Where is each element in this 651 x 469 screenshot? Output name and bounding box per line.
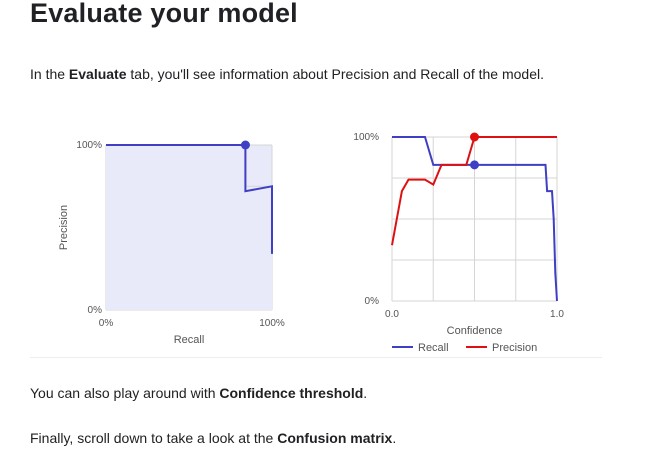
section-divider: [30, 357, 602, 358]
confusion-text-end: .: [392, 430, 397, 446]
conf-y-tick-top: 100%: [353, 132, 379, 143]
precision-series-line: [391, 136, 557, 246]
page-title: Evaluate your model: [30, 0, 298, 28]
confidence-threshold-term: Confidence threshold: [219, 385, 364, 401]
recall-threshold-point[interactable]: [470, 160, 479, 170]
legend-recall-label: Recall: [418, 342, 449, 354]
pr-y-tick-bottom: 0%: [88, 305, 103, 316]
confusion-paragraph: Finally, scroll down to take a look at t…: [30, 430, 396, 446]
precision-recall-chart: 100% 0% 0% 100% Recall Precision: [58, 140, 285, 346]
precision-threshold-point[interactable]: [470, 132, 479, 142]
pr-y-axis-label: Precision: [58, 205, 70, 250]
pr-x-tick-right: 100%: [259, 318, 285, 329]
confidence-text-end: .: [363, 385, 368, 401]
evaluate-tab-term: Evaluate: [68, 66, 127, 82]
confidence-text-start: You can also play around with: [30, 385, 220, 401]
intro-paragraph: In the Evaluate tab, you'll see informat…: [30, 66, 544, 82]
recall-series-line: [392, 136, 558, 302]
confidence-paragraph: You can also play around with Confidence…: [30, 385, 367, 401]
conf-x-axis-label: Confidence: [447, 325, 503, 337]
confidence-chart: 100% 0% 0.0 1.0 Confidence Recall Precis…: [353, 132, 564, 354]
pr-curve-line: [106, 144, 273, 254]
legend-precision-label: Precision: [492, 342, 537, 354]
pr-y-tick-top: 100%: [76, 140, 102, 151]
pr-threshold-point[interactable]: [240, 140, 250, 150]
confusion-text-start: Finally, scroll down to take a look at t…: [30, 430, 278, 446]
pr-x-axis-label: Recall: [174, 334, 205, 346]
intro-text-start: In the: [30, 66, 69, 82]
intro-text-end: tab, you'll see information about Precis…: [126, 66, 544, 82]
conf-x-tick-right: 1.0: [550, 309, 564, 320]
confusion-matrix-term: Confusion matrix: [277, 430, 393, 446]
conf-x-tick-left: 0.0: [385, 309, 399, 320]
pr-curve-fill: [106, 145, 272, 310]
pr-x-tick-left: 0%: [99, 318, 114, 329]
conf-y-tick-bottom: 0%: [365, 296, 380, 307]
